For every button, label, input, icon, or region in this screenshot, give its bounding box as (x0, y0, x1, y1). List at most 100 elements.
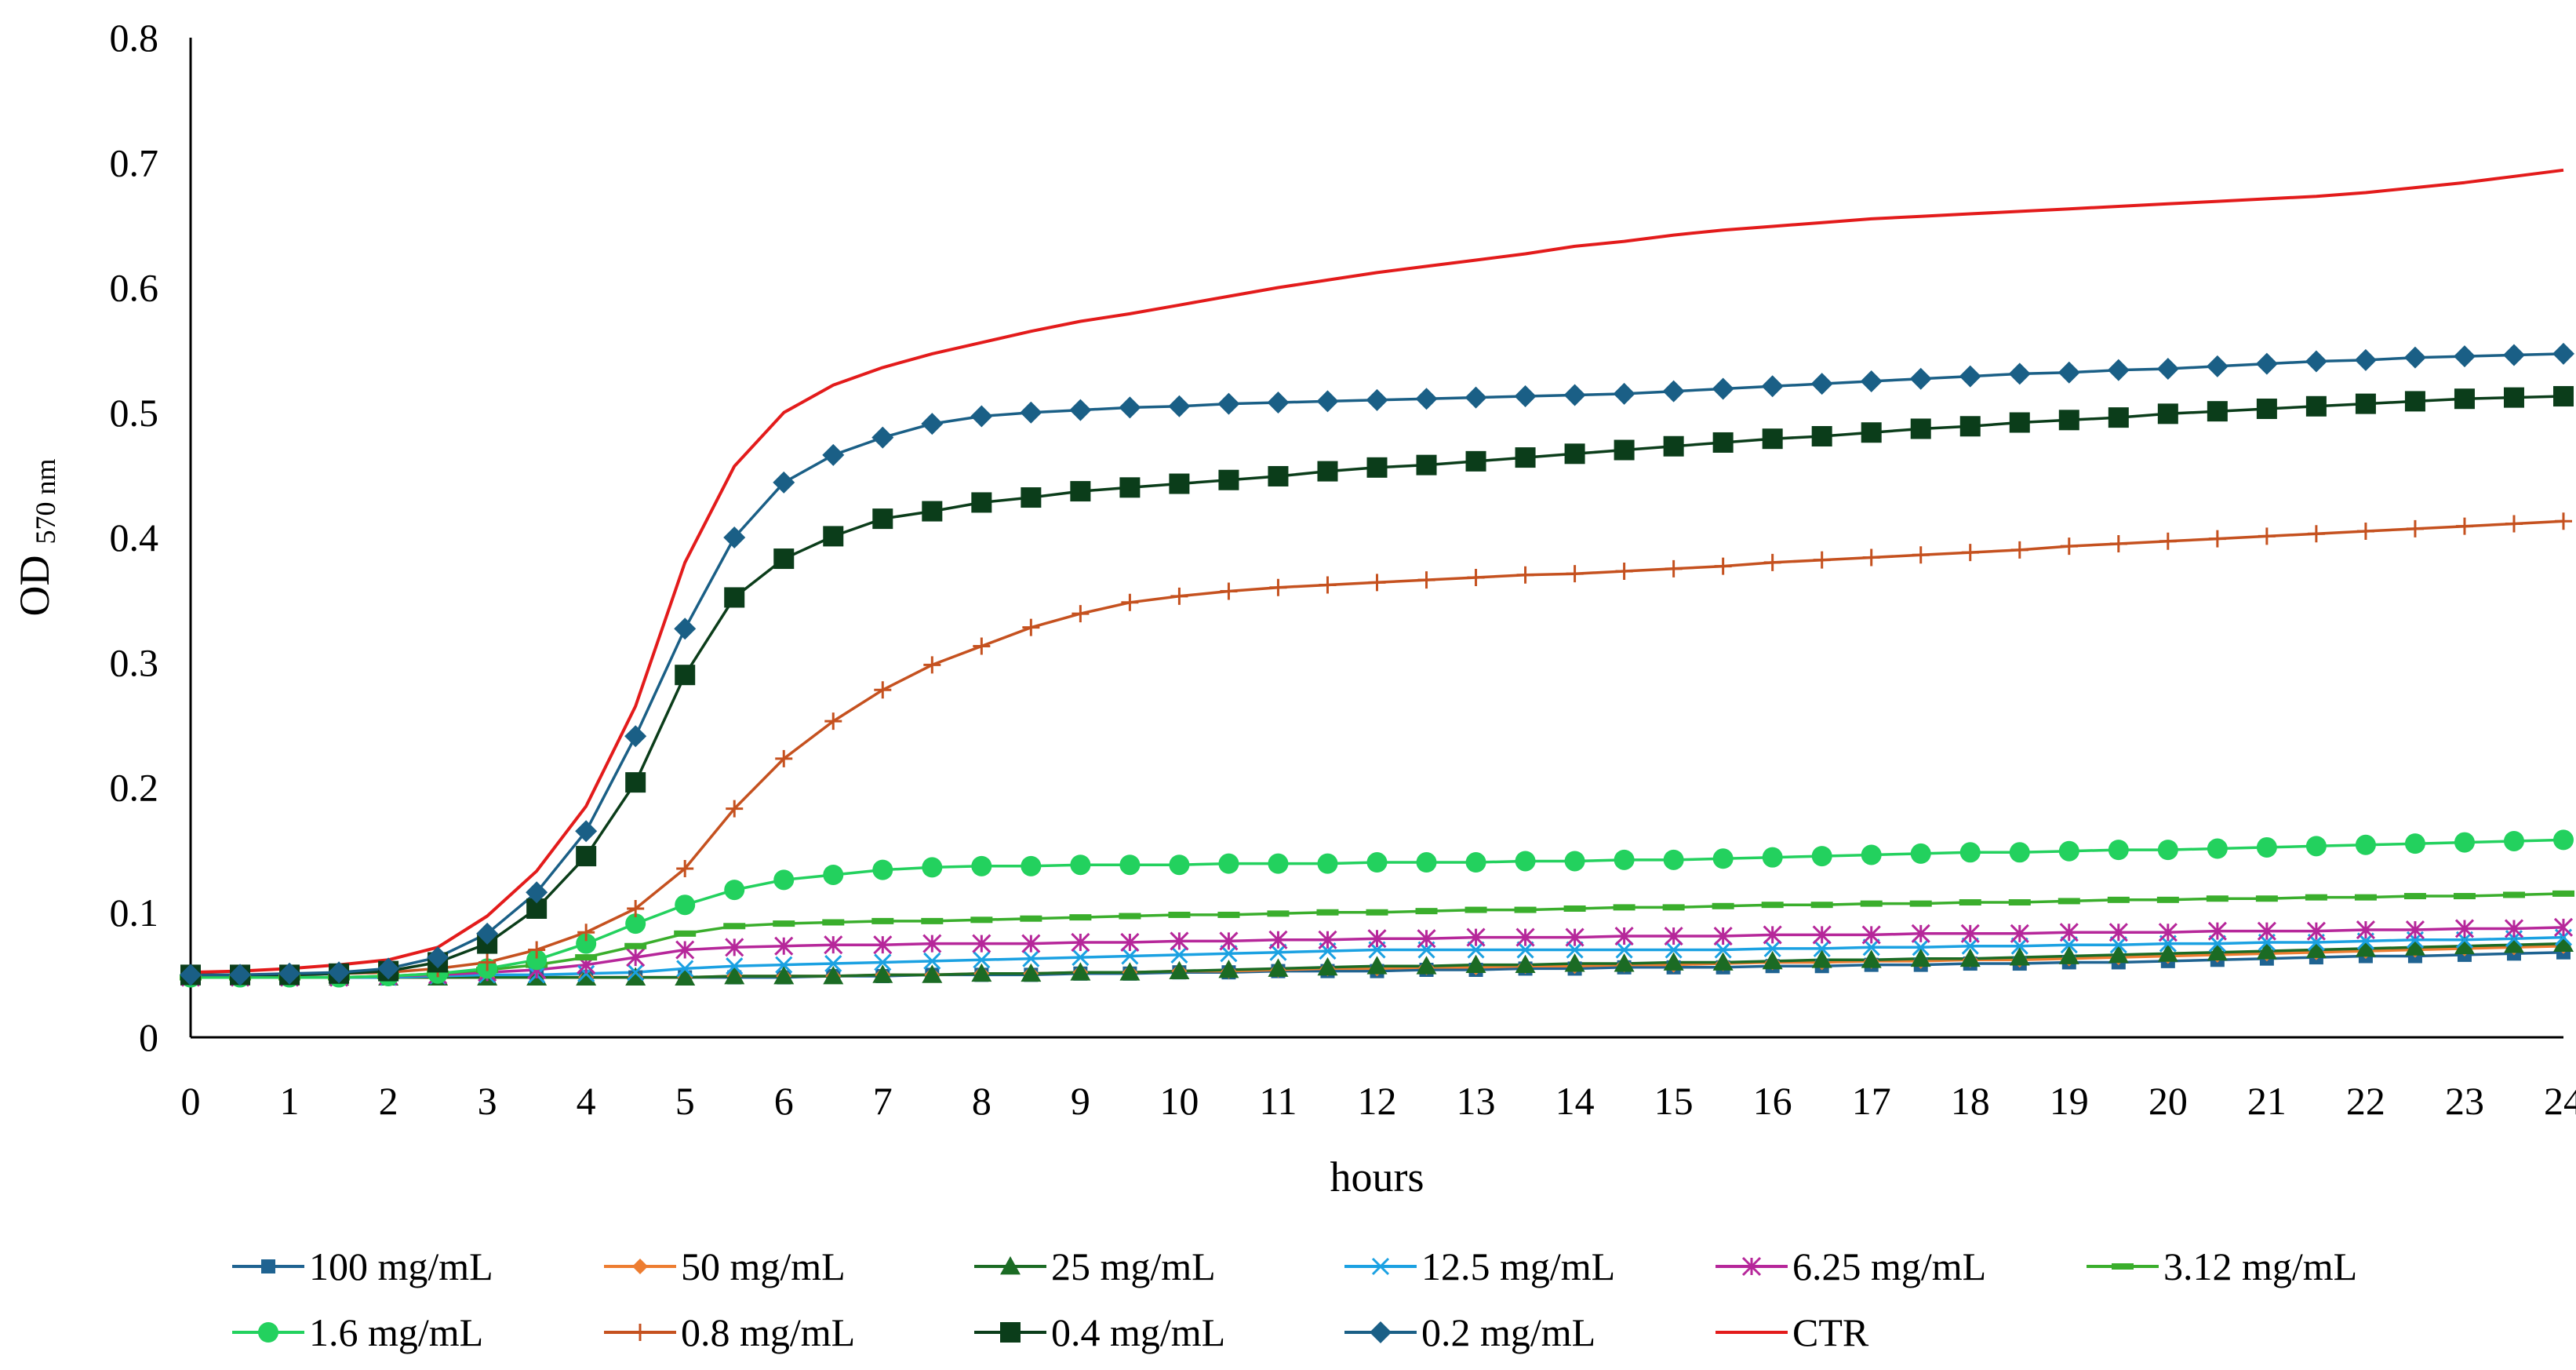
data-point (1119, 913, 1141, 920)
data-point (1910, 843, 1931, 864)
data-point (2157, 403, 2178, 424)
data-point (2060, 537, 2078, 556)
data-point (1371, 1257, 1390, 1276)
data-point (674, 618, 697, 640)
data-point (872, 508, 893, 530)
data-point (2555, 512, 2572, 530)
x-tick-label: 7 (873, 1079, 893, 1123)
data-point (2157, 943, 2178, 962)
legend-label: 6.25 mg/mL (1792, 1244, 1986, 1288)
data-point (2305, 350, 2327, 373)
data-point (1219, 931, 1239, 951)
data-point (922, 501, 943, 522)
data-point (1069, 399, 1092, 421)
data-point (528, 941, 546, 959)
data-point (1366, 852, 1388, 873)
data-point (2010, 924, 2029, 943)
data-point (1417, 571, 1435, 589)
data-point (1909, 367, 1932, 390)
data-point (1022, 949, 1040, 967)
x-tick-label: 16 (1753, 1079, 1792, 1123)
data-point (1217, 392, 1240, 415)
data-point (1563, 905, 1586, 912)
x-tick-label: 5 (675, 1079, 695, 1123)
data-point (1563, 384, 1586, 406)
data-point (823, 864, 844, 885)
data-point (2552, 890, 2574, 897)
data-point (2404, 833, 2425, 854)
data-point (1762, 950, 1783, 970)
data-point (726, 800, 744, 818)
data-point (2305, 395, 2327, 417)
data-point (1960, 924, 1980, 943)
data-point (823, 965, 844, 985)
data-point (971, 963, 992, 982)
data-point (1862, 938, 1880, 956)
data-point (1218, 853, 1239, 874)
data-point (1910, 948, 1931, 967)
data-point (1467, 941, 1485, 959)
data-point (1861, 925, 1881, 945)
data-point (624, 725, 647, 748)
data-point (627, 964, 645, 982)
data-point (1169, 960, 1190, 979)
data-point (725, 938, 744, 957)
data-point (1961, 544, 1979, 562)
data-point (2453, 893, 2476, 900)
legend-label: CTR (1792, 1310, 1869, 1354)
data-point (872, 964, 893, 983)
data-point (2010, 541, 2028, 559)
x-tick-label: 6 (774, 1079, 794, 1123)
data-point (2307, 525, 2325, 543)
data-point (2207, 838, 2228, 859)
data-point (2504, 919, 2524, 938)
data-point (2009, 412, 2030, 433)
data-point (1712, 902, 1734, 909)
data-point (773, 869, 795, 891)
data-point (2207, 921, 2227, 941)
x-tick-label: 17 (1852, 1079, 1891, 1123)
data-point (1021, 855, 1042, 876)
data-point (1564, 953, 1585, 972)
data-point (1959, 948, 1981, 967)
data-point (624, 942, 647, 949)
data-point (2156, 358, 2179, 381)
data-point (1663, 435, 1684, 457)
data-point (1070, 481, 1091, 502)
data-point (1614, 439, 1635, 461)
data-point (1614, 849, 1635, 870)
x-tick-label: 23 (2445, 1079, 2484, 1123)
data-point (1268, 465, 1289, 486)
data-point (526, 881, 548, 904)
data-point (625, 772, 646, 793)
series-line (191, 352, 2564, 977)
data-point (922, 964, 943, 983)
data-point (1810, 902, 1833, 909)
data-point (874, 681, 892, 699)
data-point (1910, 418, 1931, 439)
data-point (625, 913, 646, 935)
data-point (971, 855, 992, 876)
data-point (1712, 432, 1734, 453)
data-point (2109, 534, 2127, 552)
data-point (1664, 926, 1683, 946)
data-point (2159, 532, 2177, 550)
data-point (2505, 515, 2523, 533)
data-point (1021, 934, 1041, 953)
data-point (1565, 927, 1585, 947)
data-point (1070, 962, 1091, 981)
y-tick-label: 0 (139, 1015, 158, 1059)
data-point (1912, 938, 1930, 956)
data-point (2354, 348, 2377, 371)
data-point (576, 967, 597, 986)
data-point (1168, 911, 1191, 918)
data-point (377, 957, 400, 980)
data-point (1070, 854, 1091, 876)
data-point (775, 956, 793, 974)
data-point (2207, 401, 2228, 422)
x-tick-label: 1 (280, 1079, 300, 1123)
data-point (229, 964, 252, 986)
data-point (2356, 523, 2374, 541)
x-tick-label: 21 (2247, 1079, 2287, 1123)
y-axis-title-main: OD (11, 556, 58, 617)
